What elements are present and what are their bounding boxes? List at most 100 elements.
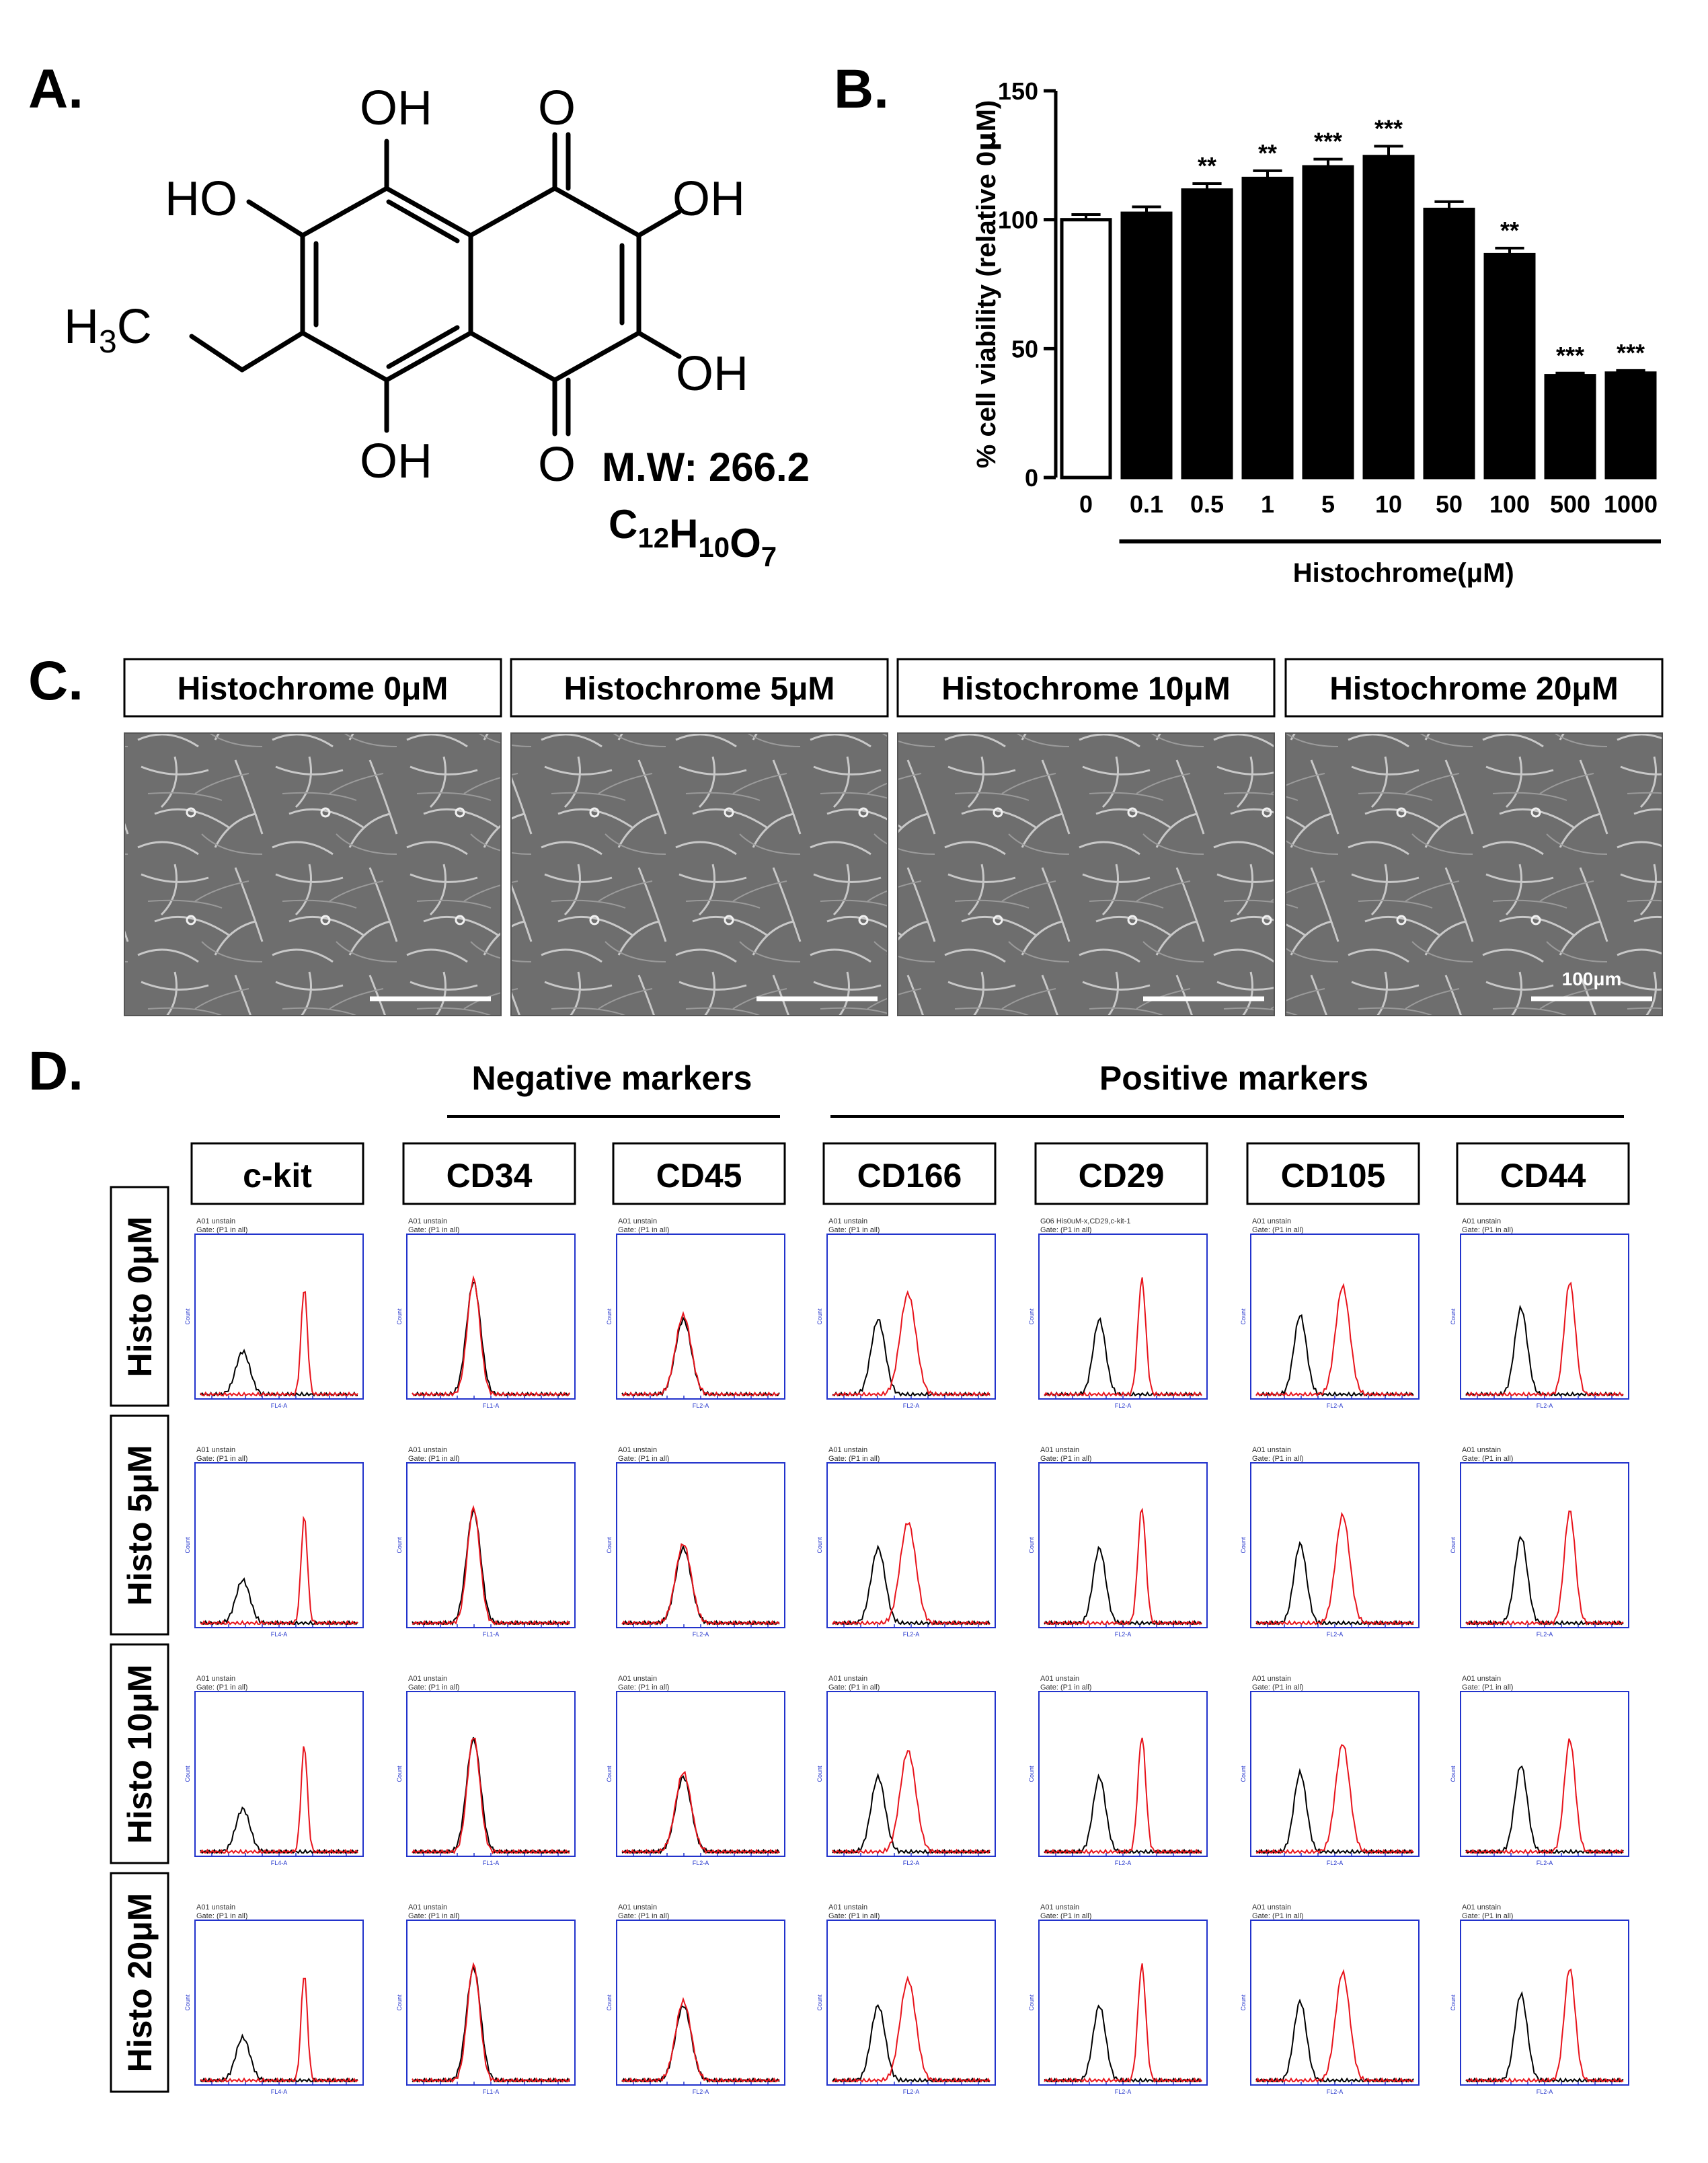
control-histogram: [1255, 1998, 1414, 2084]
plot-gate: Gate: (P1 in all): [1040, 1455, 1091, 1463]
plot-y-label: Count: [1240, 1766, 1247, 1782]
methyl-group: H3C: [64, 300, 152, 360]
group-o-top: O: [538, 81, 576, 135]
marker-box-CD105: [1246, 1142, 1420, 1205]
x-tick-label: 1000: [1604, 490, 1658, 518]
plot-title: A01 unstain: [618, 1675, 657, 1683]
plot-channel-label: FL4-A: [271, 2088, 288, 2095]
stained-histogram: [1465, 1738, 1624, 1854]
plot-frame: [616, 1920, 785, 2086]
row-label-box: [110, 1872, 169, 2093]
x-tick-label: 5: [1321, 490, 1335, 518]
plot-title: A01 unstain: [828, 1217, 867, 1225]
plot-title: A01 unstain: [408, 1217, 447, 1225]
x-tick-label: 1: [1261, 490, 1274, 518]
plot-frame: [1038, 1920, 1208, 2086]
micrograph-image: [124, 732, 502, 1016]
micrograph-image: [897, 732, 1275, 1016]
plot-y-label: Count: [1450, 1994, 1457, 2011]
plot-title: A01 unstain: [1462, 1903, 1501, 1911]
plot-channel-label: FL2-A: [1327, 2088, 1344, 2095]
row-label-box: [110, 1414, 169, 1636]
bar-10: [1362, 155, 1415, 480]
plot-title: A01 unstain: [828, 1446, 867, 1454]
bar-5: [1302, 165, 1354, 480]
plot-frame: [616, 1462, 785, 1628]
stained-histogram: [1465, 1510, 1624, 1626]
plot-y-label: Count: [1028, 1308, 1035, 1325]
group-oh-right-bottom: OH: [676, 347, 748, 401]
plot-channel-label: FL2-A: [1537, 1631, 1553, 1638]
plot-channel-label: FL2-A: [1115, 2088, 1132, 2095]
y-tick-label: 0: [1025, 464, 1038, 492]
plot-title: A01 unstain: [618, 1446, 657, 1454]
stained-histogram: [412, 1275, 570, 1397]
stained-histogram: [412, 1737, 570, 1855]
group-oh-bottom: OH: [360, 434, 432, 488]
y-tick-label: 150: [998, 77, 1038, 105]
significance-mark: ***: [1374, 114, 1403, 142]
bar-1: [1241, 176, 1294, 480]
bar-500: [1544, 374, 1596, 480]
significance-mark: ***: [1314, 128, 1342, 155]
plot-y-label: Count: [184, 1308, 191, 1325]
bar-50: [1423, 207, 1475, 480]
plot-gate: Gate: (P1 in all): [408, 1912, 459, 1920]
significance-mark: **: [1198, 152, 1216, 180]
plot-title: A01 unstain: [408, 1903, 447, 1911]
plot-y-label: Count: [396, 1766, 403, 1782]
plot-title: A01 unstain: [1252, 1446, 1291, 1454]
plot-title: A01 unstain: [196, 1675, 235, 1683]
plot-channel-label: FL2-A: [1115, 1631, 1132, 1638]
plot-gate: Gate: (P1 in all): [1462, 1683, 1513, 1692]
marker-label: CD105: [1281, 1157, 1386, 1194]
plot-frame: [616, 1691, 785, 1857]
plot-y-label: Count: [1450, 1308, 1457, 1325]
plot-frame: [194, 1234, 364, 1400]
stained-histogram: [1255, 1744, 1414, 1854]
row-label: Histo 0μM: [121, 1217, 159, 1377]
formula-atom: C: [609, 502, 637, 547]
stained-histogram: [1465, 1281, 1624, 1397]
panel-label-a: A.: [28, 59, 83, 120]
plot-y-label: Count: [1240, 1308, 1247, 1325]
micrograph-label-box: [123, 658, 502, 718]
plot-y-label: Count: [816, 1766, 823, 1782]
row-label: Histo 20μM: [121, 1893, 159, 2073]
stained-histogram: [412, 1505, 570, 1626]
group-oh-top: OH: [360, 81, 432, 135]
marker-box-c-kit: [190, 1142, 364, 1205]
marker-box-CD45: [612, 1142, 786, 1205]
micrograph-image: [1285, 732, 1663, 1016]
plot-y-label: Count: [816, 1537, 823, 1554]
stained-histogram: [1044, 1737, 1202, 1854]
molecular-formula: C12H10O7: [609, 502, 777, 572]
micrograph-label-box: [510, 658, 889, 718]
plot-y-label: Count: [606, 1308, 613, 1325]
plot-gate: Gate: (P1 in all): [828, 1683, 880, 1692]
plot-title: A01 unstain: [1462, 1217, 1501, 1225]
micrograph-image: [510, 732, 888, 1016]
plot-title: A01 unstain: [196, 1217, 235, 1225]
plot-y-label: Count: [606, 1766, 613, 1782]
stained-histogram: [1465, 1968, 1624, 2083]
plot-gate: Gate: (P1 in all): [618, 1912, 669, 1920]
plot-gate: Gate: (P1 in all): [618, 1455, 669, 1463]
plot-title: A01 unstain: [1040, 1675, 1079, 1683]
formula-atom: H: [669, 511, 698, 556]
negative-markers-label: Negative markers: [472, 1059, 752, 1097]
plot-frame: [1038, 1462, 1208, 1628]
micrograph-label: Histochrome 5μM: [564, 671, 835, 707]
plot-channel-label: FL1-A: [483, 2088, 500, 2095]
plot-title: A01 unstain: [196, 1446, 235, 1454]
marker-label: CD45: [656, 1157, 742, 1194]
stained-histogram: [832, 1521, 991, 1626]
plot-frame: [194, 1691, 364, 1857]
